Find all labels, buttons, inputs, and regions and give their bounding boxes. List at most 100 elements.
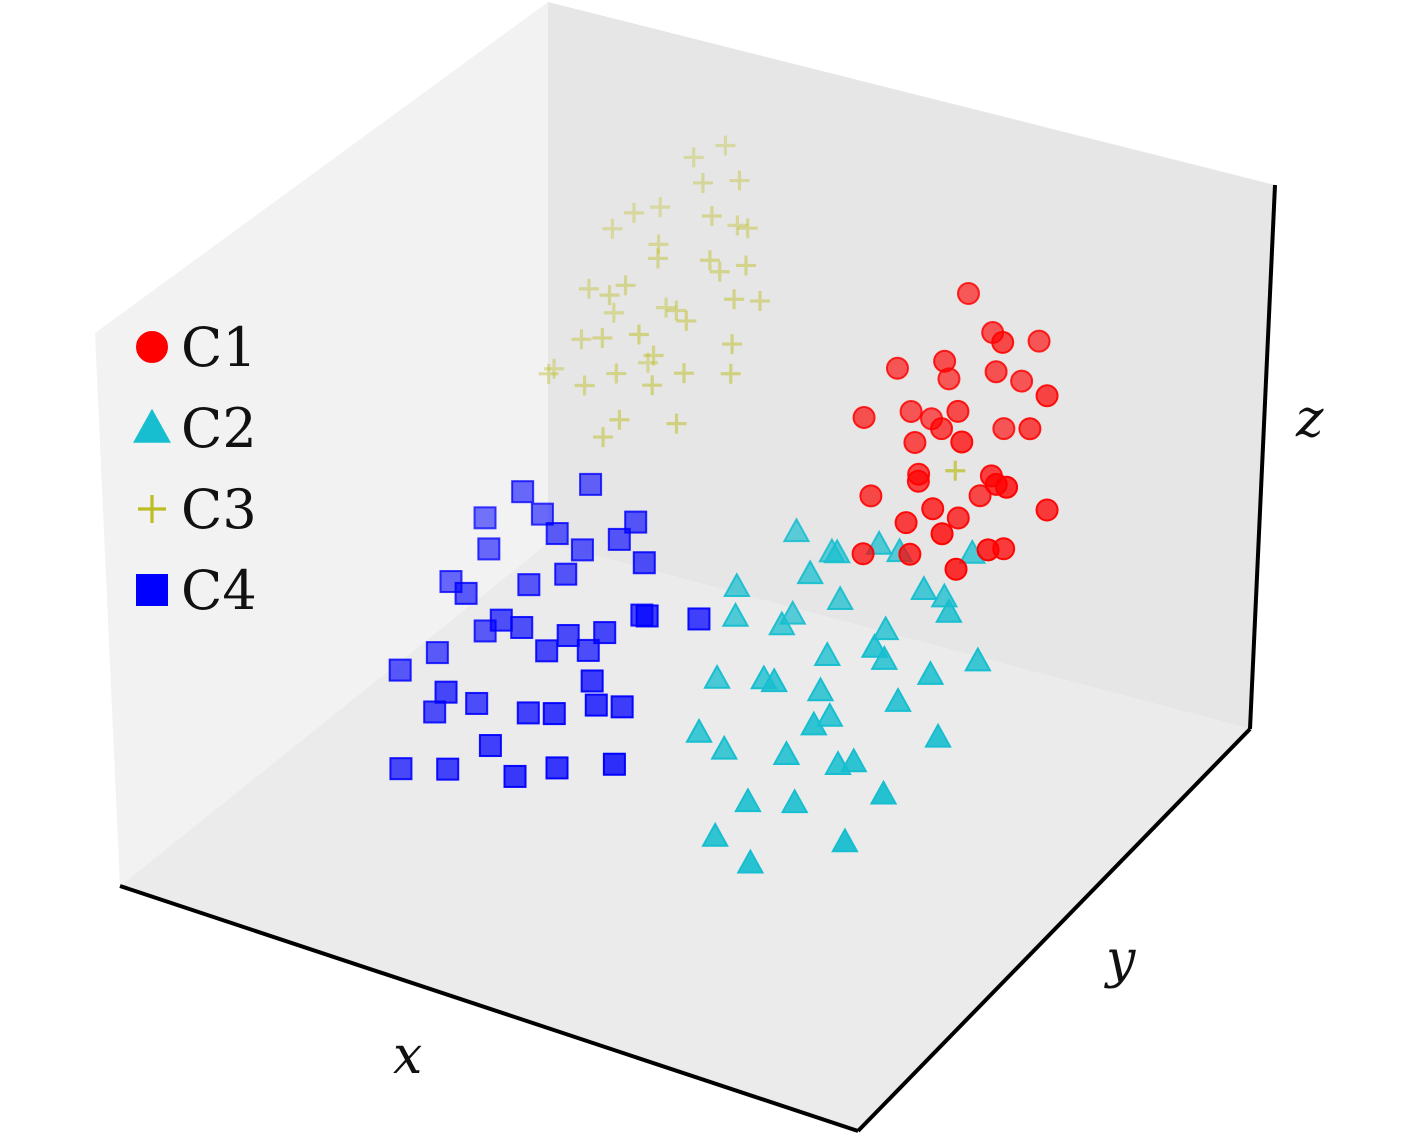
point-c3-12 [642,375,663,396]
point-c4-5 [465,691,489,715]
point-c1-5 [991,330,1015,354]
point-c2-26 [760,667,788,693]
point-c3-40 [945,460,966,481]
point-c3-20 [648,234,669,255]
point-c3-15 [574,375,595,396]
point-c2-12 [869,779,898,805]
point-c4-19 [436,757,460,781]
point-c3-0 [647,248,668,269]
point-c3-30 [602,218,623,239]
point-c1-31 [956,282,980,306]
point-c1-26 [899,399,923,423]
point-c2-37 [778,599,807,625]
point-c4-35 [473,506,497,530]
point-c3-17 [571,329,592,350]
point-c1-2 [930,417,954,441]
legend-marker-c3 [138,495,166,523]
point-c2-3 [721,601,750,627]
point-c1-13 [946,506,970,530]
point-c1-25 [944,557,968,581]
point-c3-35 [650,197,671,218]
point-c2-5 [839,747,868,773]
point-c1-34 [930,522,954,546]
point-c4-10 [530,502,554,526]
point-c4-24 [516,701,540,725]
point-c3-33 [715,135,736,156]
point-c3-6 [676,310,697,331]
point-c1-28 [898,542,922,566]
point-c3-37 [628,324,649,345]
point-c2-22 [831,827,859,853]
point-c4-8 [478,734,502,758]
point-c4-29 [389,757,413,781]
point-c4-39 [602,752,626,776]
point-c4-23 [388,658,412,682]
point-c3-11 [578,278,599,299]
point-c4-1 [517,573,541,597]
point-c3-21 [538,363,559,384]
point-c1-3 [903,431,927,455]
point-c1-8 [1018,417,1042,441]
point-c4-4 [570,538,594,562]
legend: C1 C2 C3 C4 [133,316,257,622]
point-c2-2 [870,645,899,670]
point-c2-35 [935,597,963,623]
y-axis-line [856,727,1252,1133]
point-c2-18 [964,646,992,672]
point-c4-2 [542,702,566,726]
point-c1-7 [859,484,883,508]
point-c2-8 [916,660,945,685]
point-c2-36 [800,710,828,736]
point-c3-7 [623,202,644,223]
point-c4-6 [593,621,617,645]
point-c1-4 [984,360,1008,384]
legend-marker-c1 [136,331,168,363]
point-c2-10 [701,821,729,847]
point-c2-33 [703,663,731,689]
left-pane [95,2,548,886]
point-c3-13 [737,218,758,239]
point-c2-17 [871,615,900,641]
point-c2-28 [782,517,811,543]
point-c4-0 [535,639,559,663]
legend-label-c3: C3 [181,478,257,541]
data-points [388,135,1059,874]
legend-marker-c2 [133,408,171,443]
point-c3-24 [606,363,627,384]
point-c3-14 [656,297,677,318]
point-c1-33 [906,469,930,493]
point-c4-25 [511,480,535,504]
point-c4-22 [610,695,634,719]
point-c1-14 [1035,384,1059,408]
point-c3-36 [544,358,565,379]
point-c3-25 [736,255,757,276]
point-c2-11 [910,575,938,600]
point-c2-9 [685,717,713,743]
axis-panes [95,2,1275,1131]
point-c2-32 [860,632,889,658]
point-c4-31 [579,472,603,496]
point-c3-29 [720,363,741,384]
point-c4-32 [635,604,659,628]
point-c3-27 [729,170,750,191]
point-c4-36 [687,607,711,631]
x-axis-label: x [393,1026,422,1086]
point-c4-34 [556,624,580,648]
legend-label-c1: C1 [181,316,257,379]
point-c3-39 [637,352,658,373]
point-c4-21 [545,522,569,546]
point-c2-16 [734,787,762,813]
point-c1-27 [976,538,1000,562]
point-c3-9 [724,289,745,310]
z-axis-label: z [1295,389,1324,449]
point-c4-27 [489,608,513,632]
point-c3-1 [701,206,722,227]
point-c1-22 [995,475,1019,499]
point-c4-12 [425,641,449,665]
point-c4-33 [434,680,458,704]
point-c4-15 [423,700,447,724]
y-axis-label: y [1104,930,1136,990]
point-c1-6 [946,399,970,423]
point-c1-12 [894,511,918,535]
